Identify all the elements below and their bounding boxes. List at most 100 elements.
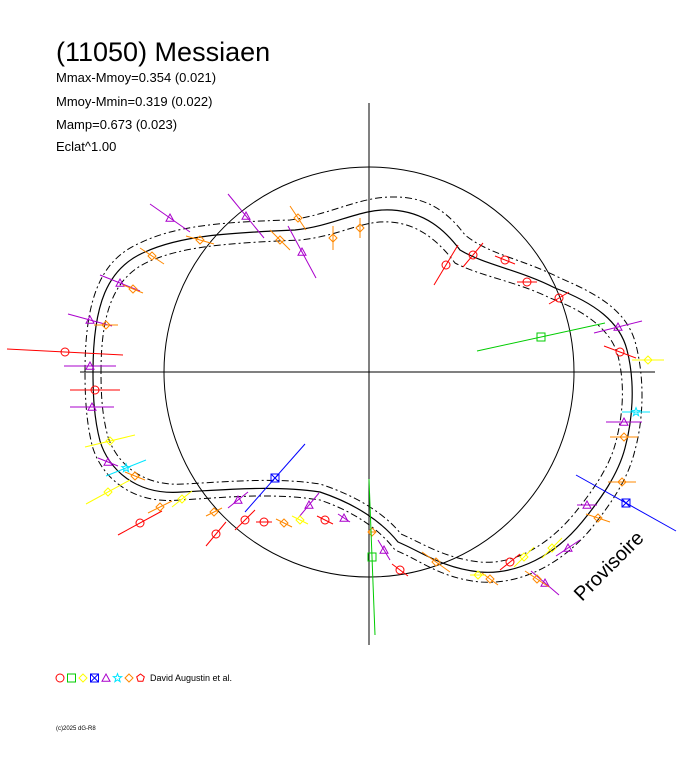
chord-segment [524, 570, 550, 588]
chord-segment [499, 553, 521, 571]
chord-segment [105, 459, 147, 477]
chord-marker [279, 518, 289, 528]
chord-marker [485, 574, 495, 584]
chord-segment [139, 247, 165, 265]
chord-marker [115, 277, 125, 287]
chord-segment [555, 539, 581, 557]
copyright-notice: (c)2025 dG-R8 [56, 726, 96, 732]
chord-segment [377, 539, 391, 561]
chord-segment [275, 518, 293, 528]
chord-marker [621, 498, 631, 508]
chord-marker [120, 462, 132, 473]
chord-marker [103, 456, 113, 466]
chord-marker [613, 321, 623, 331]
chord-marker [211, 529, 221, 539]
chord-marker [105, 436, 115, 446]
chord-segment [476, 322, 606, 352]
chord-segment [530, 570, 560, 596]
legend-square-icon [67, 673, 76, 683]
stat-eclat: Eclat^1.00 [56, 139, 117, 154]
chord-segment [227, 193, 265, 239]
chord-segment [541, 537, 563, 559]
chord-marker [320, 515, 330, 525]
legend-diamond-icon [78, 673, 88, 683]
chord-marker [619, 416, 629, 426]
chord-marker [177, 494, 187, 504]
chord-marker [643, 355, 653, 365]
chord-segment [368, 478, 376, 636]
chord-marker [505, 557, 515, 567]
chord-marker [532, 574, 542, 584]
chord-segment [85, 479, 131, 505]
chord-marker [295, 515, 305, 525]
chord-segment [227, 491, 249, 509]
chord-segment [97, 457, 119, 467]
chord-segment [171, 490, 193, 508]
chord-group [6, 193, 677, 636]
chord-marker [147, 251, 157, 261]
chord-marker [379, 544, 389, 554]
chord-segment [421, 551, 451, 573]
chord-marker [522, 277, 532, 287]
legend-star-icon [111, 672, 124, 683]
legend-pentagon-icon [136, 673, 145, 682]
chord-marker [395, 565, 405, 575]
legend-x-square-icon [90, 673, 99, 683]
chord-marker [155, 502, 165, 512]
chord-segment [269, 229, 291, 251]
chord-marker [259, 517, 269, 527]
chord-marker [90, 385, 100, 395]
chord-marker [60, 347, 70, 357]
chord-segment [298, 492, 320, 518]
chord-marker [367, 552, 377, 562]
chord-segment [124, 471, 146, 481]
chord-marker [103, 487, 113, 497]
chord-marker [617, 477, 627, 487]
chord-marker [85, 314, 95, 324]
chord-marker [128, 284, 138, 294]
chord-marker [519, 552, 529, 562]
chord-marker [431, 557, 441, 567]
chord-marker [87, 401, 97, 411]
profile-solid [92, 209, 633, 573]
chord-marker [297, 246, 307, 256]
chord-marker [500, 255, 510, 265]
legend-circle-icon [55, 673, 65, 683]
profile-upper-bound [84, 196, 643, 583]
chord-marker [275, 235, 285, 245]
chord-segment [316, 515, 334, 525]
chord-marker [165, 212, 175, 222]
chord-segment [391, 563, 409, 577]
chord-segment [147, 500, 173, 514]
chord-segment [513, 546, 535, 568]
chord-marker [270, 473, 280, 483]
chord-marker [367, 527, 377, 537]
chord-segment [548, 291, 570, 305]
stat-mmoy-mmin: Mmoy-Mmin=0.319 (0.022) [56, 94, 213, 109]
chord-marker [582, 499, 592, 509]
chord-segment [117, 510, 163, 536]
chord-marker [468, 250, 478, 260]
chord-segment [6, 348, 124, 356]
chord-marker [615, 347, 625, 357]
chord-marker [240, 515, 250, 525]
chord-marker [101, 320, 111, 330]
chord-marker [554, 293, 564, 303]
chord-segment [287, 225, 317, 279]
chord-segment [494, 255, 516, 265]
chord-marker [209, 507, 219, 517]
chord-marker [619, 432, 629, 442]
chord-marker [441, 260, 451, 270]
chord-segment [433, 244, 459, 286]
chord-segment [122, 284, 144, 294]
chord-marker [630, 406, 642, 417]
legend [55, 672, 145, 683]
chord-segment [84, 434, 136, 448]
chord-marker [339, 512, 349, 522]
chord-marker [547, 543, 557, 553]
chord-marker [355, 223, 365, 233]
chord-marker [233, 494, 243, 504]
chord-segment [585, 513, 611, 523]
chord-segment [205, 507, 223, 517]
